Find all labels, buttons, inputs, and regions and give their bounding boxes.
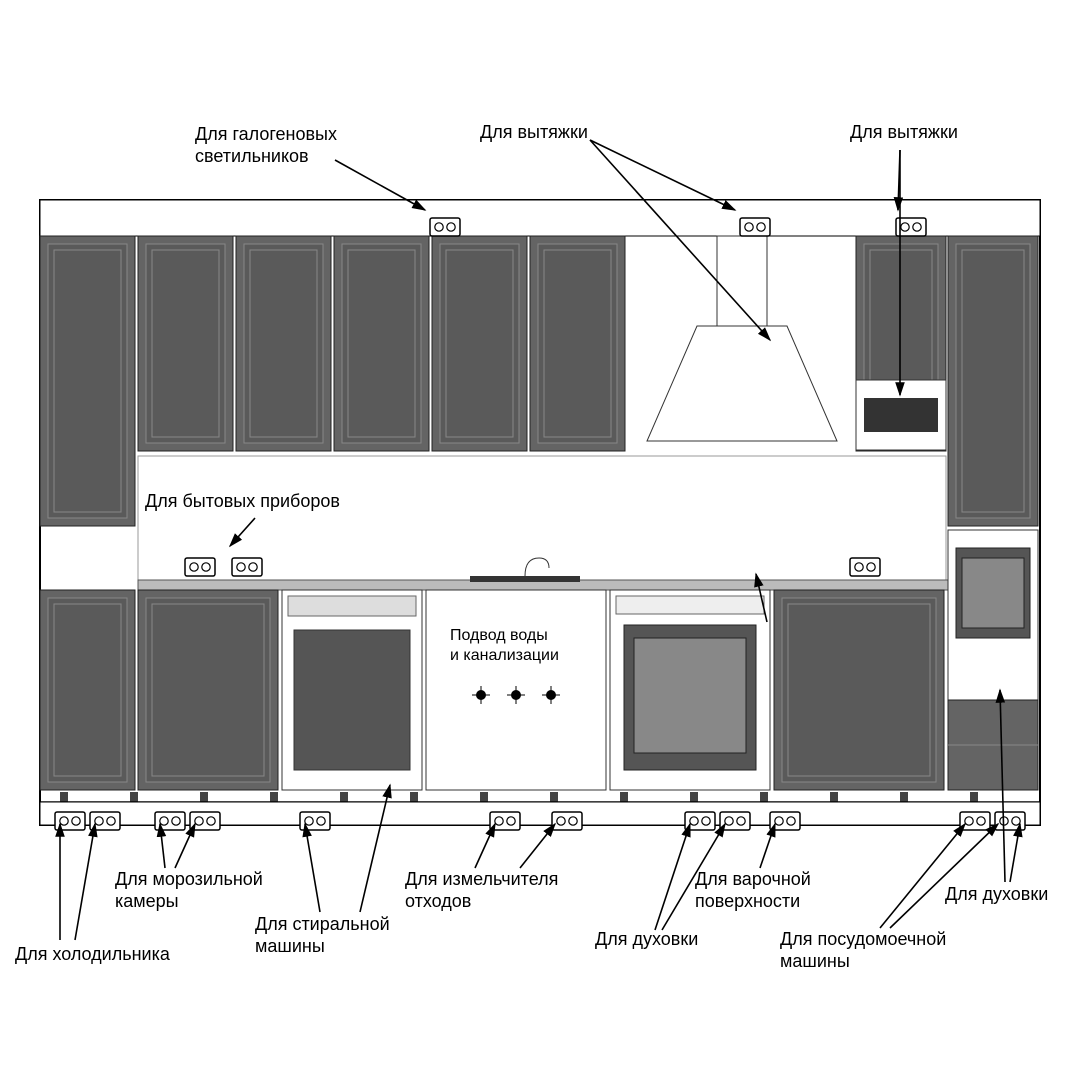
socket — [232, 558, 262, 576]
callout-arrow — [655, 824, 690, 930]
svg-text:поверхности: поверхности — [695, 891, 800, 911]
svg-text:Для духовки: Для духовки — [595, 929, 698, 949]
callout-arrow — [520, 824, 555, 868]
svg-text:Для вытяжки: Для вытяжки — [480, 122, 588, 142]
svg-text:Для бытовых приборов: Для бытовых приборов — [145, 491, 340, 511]
cooker-hood — [647, 326, 837, 441]
socket — [720, 812, 750, 830]
callout-arrow — [75, 824, 95, 940]
svg-text:камеры: камеры — [115, 891, 179, 911]
svg-text:Для вытяжки: Для вытяжки — [850, 122, 958, 142]
socket — [155, 812, 185, 830]
svg-text:Для стиральной: Для стиральной — [255, 914, 390, 934]
callout-arrow — [305, 824, 320, 912]
socket — [552, 812, 582, 830]
svg-text:Для духовки: Для духовки — [945, 884, 1048, 904]
svg-text:машины: машины — [255, 936, 325, 956]
svg-text:Для измельчителя: Для измельчителя — [405, 869, 558, 889]
svg-text:Для варочной: Для варочной — [695, 869, 811, 889]
callout-arrow — [880, 824, 965, 928]
socket — [960, 812, 990, 830]
socket — [300, 812, 330, 830]
socket — [995, 812, 1025, 830]
socket — [490, 812, 520, 830]
callout-arrow — [890, 824, 998, 928]
svg-text:светильников: светильников — [195, 146, 309, 166]
socket — [185, 558, 215, 576]
svg-text:и канализации: и канализации — [450, 647, 559, 664]
callout-arrow — [760, 824, 775, 868]
callout-arrow — [475, 824, 495, 868]
socket — [850, 558, 880, 576]
svg-text:Для галогеновых: Для галогеновых — [195, 124, 337, 144]
svg-text:Подвод воды: Подвод воды — [450, 627, 548, 644]
socket — [430, 218, 460, 236]
svg-text:Для морозильной: Для морозильной — [115, 869, 263, 889]
kitchen-diagram: Для галогеновыхсветильников Для вытяжки Дл… — [0, 0, 1080, 1080]
socket — [190, 812, 220, 830]
callout-arrow — [1010, 824, 1020, 882]
svg-text:отходов: отходов — [405, 891, 471, 911]
svg-text:Для холодильника: Для холодильника — [15, 944, 171, 964]
svg-text:машины: машины — [780, 951, 850, 971]
svg-text:Для посудомоечной: Для посудомоечной — [780, 929, 946, 949]
socket — [740, 218, 770, 236]
